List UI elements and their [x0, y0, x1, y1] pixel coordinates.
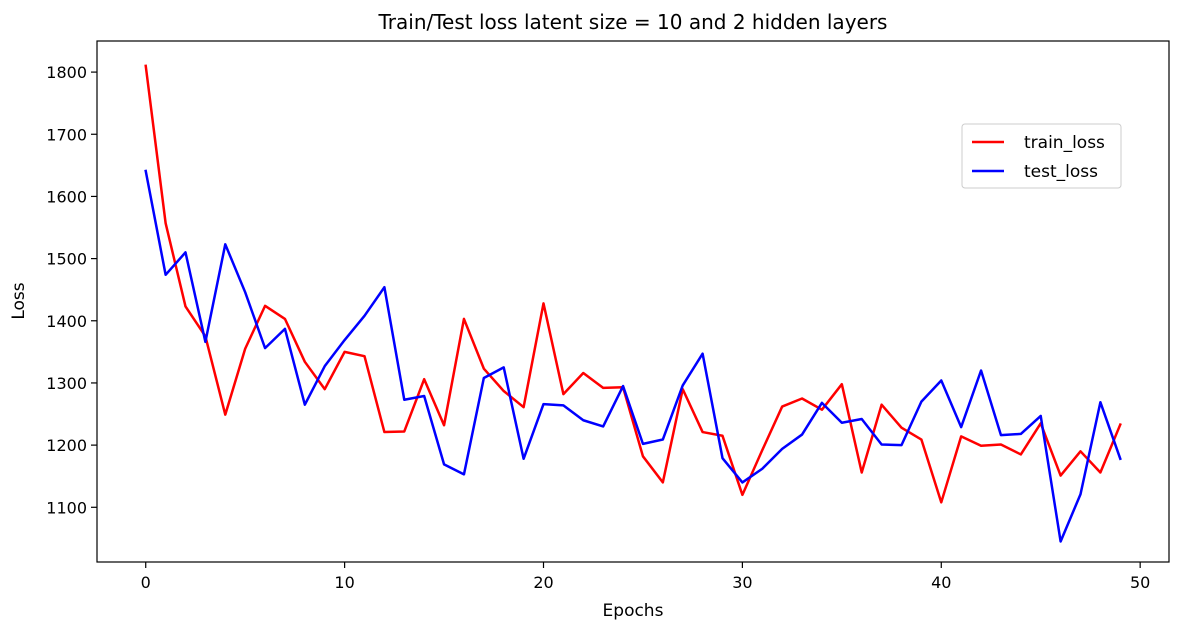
series-line-train_loss — [144, 64, 1122, 504]
legend: train_loss test_loss — [961, 123, 1122, 189]
x-axis-label: Epochs — [603, 601, 664, 621]
y-tick-label: 1300 — [46, 374, 87, 393]
y-tick-label: 1200 — [46, 436, 87, 455]
y-tick-label: 1600 — [46, 187, 87, 206]
legend-label-train_loss: train_loss — [1024, 133, 1105, 153]
y-tick-label: 1700 — [46, 125, 87, 144]
series-line-test_loss — [144, 169, 1122, 543]
legend-label-test_loss: test_loss — [1024, 162, 1098, 182]
x-tick-label: 20 — [533, 573, 553, 592]
x-tick-label: 30 — [732, 573, 752, 592]
y-tick-label: 1400 — [46, 312, 87, 331]
y-axis-label: Loss — [9, 282, 29, 319]
y-tick-label: 1500 — [46, 250, 87, 269]
plot-area: 0 10 20 30 40 50 1100 1200 1300 1400 1500 1600 1700 1… — [46, 40, 1170, 592]
x-tick-label: 0 — [141, 573, 151, 592]
x-tick-label: 10 — [334, 573, 354, 592]
chart-title: Train/Test loss latent size = 10 and 2 h… — [378, 10, 888, 34]
x-tick-label: 50 — [1130, 573, 1150, 592]
plot-frame — [96, 40, 1170, 563]
y-tick-label: 1800 — [46, 63, 87, 82]
x-tick-label: 40 — [931, 573, 951, 592]
y-tick-label: 1100 — [46, 498, 87, 517]
